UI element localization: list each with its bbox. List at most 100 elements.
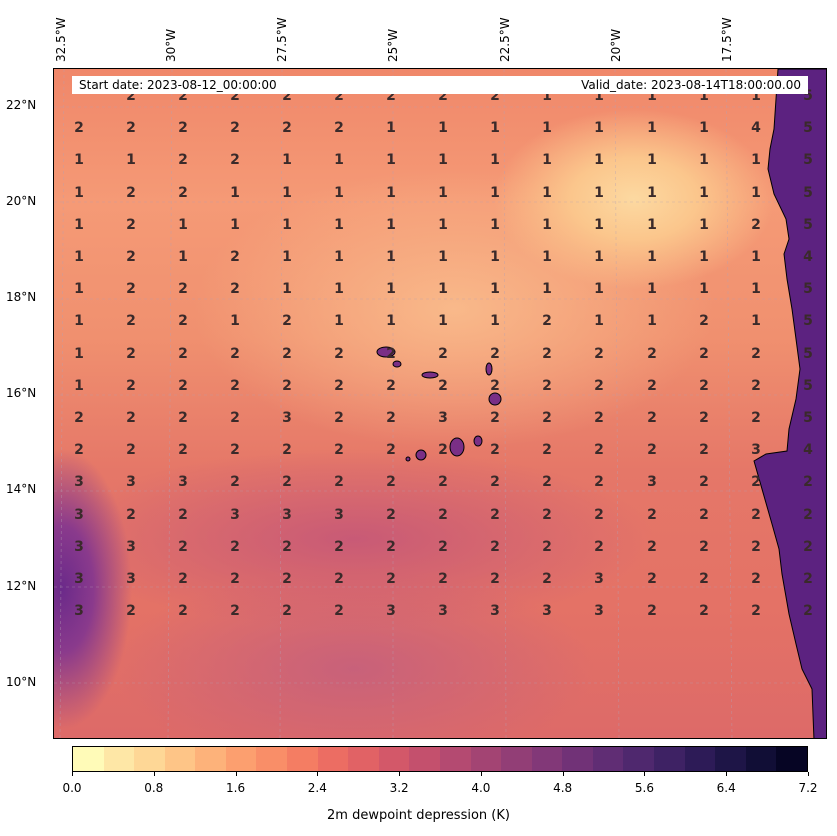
grid-value: 2 <box>699 506 709 523</box>
grid-value: 2 <box>647 571 657 587</box>
grid-value: 3 <box>594 571 604 587</box>
colorbar-segment <box>776 747 807 771</box>
grid-value: 5 <box>803 377 813 394</box>
grid-value: 1 <box>751 184 761 201</box>
grid-value: 2 <box>803 506 813 523</box>
grid-value: 3 <box>178 474 188 491</box>
grid-value: 3 <box>74 474 84 491</box>
grid-value: 1 <box>490 152 500 169</box>
grid-value: 1 <box>647 152 657 169</box>
colorbar-tick-label: 2.4 <box>307 781 327 795</box>
grid-value: 1 <box>438 152 448 169</box>
grid-value: 2 <box>699 345 709 362</box>
grid-value: 2 <box>230 410 240 426</box>
grid-value: 2 <box>386 88 396 104</box>
grid-value: 2 <box>230 152 240 169</box>
grid-value: 2 <box>126 88 136 104</box>
grid-value: 1 <box>438 120 448 137</box>
grid-value: 2 <box>594 377 604 394</box>
colorbar-tick-mark <box>808 772 809 776</box>
grid-value: 1 <box>386 249 396 265</box>
grid-value: 3 <box>230 506 240 523</box>
grid-value: 2 <box>751 538 761 555</box>
grid-value: 2 <box>178 120 188 137</box>
grid-value: 2 <box>438 474 448 491</box>
lat-label: 10°N <box>6 675 37 689</box>
grid-value: 2 <box>438 377 448 394</box>
grid-value: 1 <box>74 249 84 265</box>
grid-value: 3 <box>386 603 396 620</box>
colorbar-tick-mark <box>317 772 319 776</box>
grid-value: 2 <box>594 506 604 523</box>
grid-value: 2 <box>282 313 292 330</box>
grid-value: 3 <box>282 410 292 426</box>
grid-value: 2 <box>386 410 396 426</box>
grid-value: 2 <box>178 281 188 298</box>
grid-value: 2 <box>490 410 500 426</box>
grid-value: 2 <box>438 506 448 523</box>
grid-value: 2 <box>542 538 552 555</box>
colorbar-segment <box>348 747 379 771</box>
grid-value: 1 <box>178 216 188 233</box>
grid-value: 2 <box>594 538 604 555</box>
grid-value: 2 <box>178 88 188 104</box>
colorbar-segment <box>745 747 777 771</box>
grid-value: 1 <box>438 313 448 330</box>
grid-value: 2 <box>490 571 500 587</box>
africa-coast <box>753 69 826 738</box>
grid-value: 2 <box>699 377 709 394</box>
grid-value: 2 <box>594 474 604 491</box>
grid-value: 1 <box>282 216 292 233</box>
grid-value: 2 <box>282 442 292 459</box>
grid-value: 2 <box>126 216 136 233</box>
grid-value: 1 <box>126 152 136 169</box>
grid-value: 2 <box>699 442 709 459</box>
grid-value: 2 <box>178 184 188 201</box>
grid-value: 1 <box>594 152 604 169</box>
grid-value: 5 <box>803 88 813 104</box>
lat-label: 20°N <box>6 194 37 208</box>
grid-value: 2 <box>282 345 292 362</box>
grid-value: 2 <box>751 603 761 620</box>
grid-value: 2 <box>594 442 604 459</box>
grid-value: 2 <box>230 281 240 298</box>
grid-value: 2 <box>594 410 604 426</box>
date-banner: Start date: 2023-08-12_00:00:00 Valid_da… <box>72 76 808 94</box>
grid-value: 2 <box>490 474 500 491</box>
grid-value: 2 <box>386 442 396 459</box>
grid-value: 2 <box>230 442 240 459</box>
grid-value: 1 <box>386 216 396 233</box>
grid-value: 5 <box>803 216 813 233</box>
colorbar-tick-label: 0.8 <box>144 781 164 795</box>
grid-value: 2 <box>699 603 709 620</box>
colorbar-segment <box>653 747 685 771</box>
grid-value: 1 <box>230 184 240 201</box>
grid-value: 1 <box>751 88 761 104</box>
grid-value: 2 <box>282 120 292 137</box>
colorbar-segment <box>317 747 349 771</box>
grid-value: 1 <box>542 184 552 201</box>
grid-value: 2 <box>126 313 136 330</box>
grid-value: 2 <box>699 474 709 491</box>
colorbar-segment <box>623 747 654 771</box>
lon-label: 30°W <box>164 28 178 62</box>
grid-value: 4 <box>751 120 761 137</box>
grid-value: 1 <box>74 152 84 169</box>
colorbar-segment <box>195 747 226 771</box>
grid-value: 2 <box>647 345 657 362</box>
grid-value: 1 <box>647 216 657 233</box>
grid-value: 1 <box>438 281 448 298</box>
lat-label: 18°N <box>6 290 37 304</box>
grid-value: 2 <box>542 442 552 459</box>
grid-value: 1 <box>230 313 240 330</box>
grid-value: 1 <box>542 249 552 265</box>
lat-label: 14°N <box>6 482 37 496</box>
grid-value: 1 <box>647 88 657 104</box>
grid-value: 1 <box>334 216 344 233</box>
colorbar-segment <box>592 747 624 771</box>
grid-value: 2 <box>334 88 344 104</box>
grid-value: 2 <box>751 474 761 491</box>
grid-value: 3 <box>647 474 657 491</box>
grid-value: 1 <box>542 88 552 104</box>
colorbar-label: 2m dewpoint depression (K) <box>327 808 510 823</box>
